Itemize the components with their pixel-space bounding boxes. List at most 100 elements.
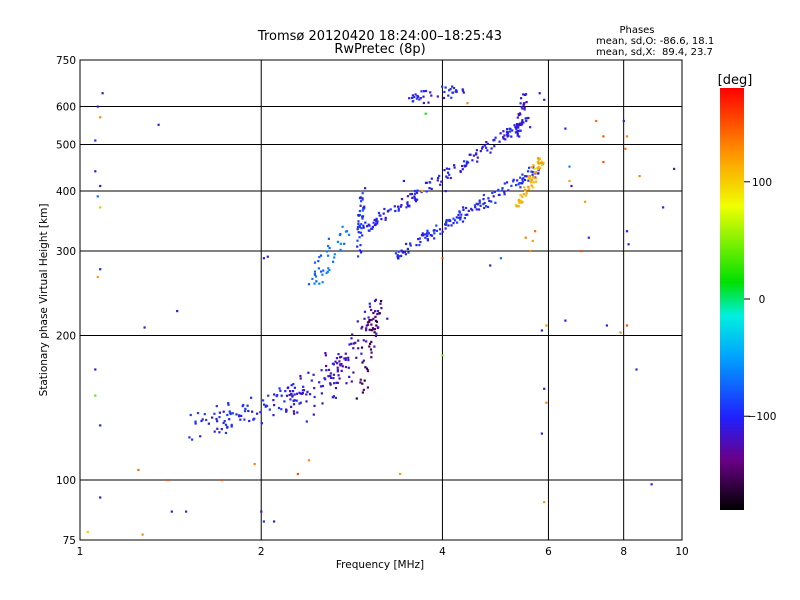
data-point bbox=[368, 345, 371, 348]
data-point bbox=[521, 195, 524, 198]
data-point bbox=[137, 468, 140, 472]
data-point bbox=[476, 160, 479, 163]
data-point bbox=[357, 222, 360, 226]
data-point bbox=[293, 412, 296, 415]
data-point bbox=[99, 424, 102, 427]
data-point bbox=[313, 270, 317, 273]
data-point bbox=[363, 317, 366, 320]
data-point bbox=[375, 324, 378, 327]
data-point bbox=[425, 190, 428, 193]
data-point bbox=[370, 323, 373, 326]
data-point bbox=[320, 369, 323, 372]
data-point bbox=[376, 310, 379, 313]
data-point bbox=[312, 373, 315, 376]
data-point bbox=[515, 205, 518, 208]
data-point bbox=[320, 392, 323, 395]
data-point bbox=[519, 200, 522, 203]
data-point bbox=[409, 244, 412, 247]
data-point bbox=[440, 180, 443, 183]
data-point bbox=[279, 389, 282, 392]
data-point bbox=[430, 177, 433, 180]
data-point bbox=[489, 264, 492, 267]
data-point bbox=[370, 340, 373, 343]
data-point bbox=[382, 212, 385, 215]
data-point bbox=[357, 347, 360, 350]
data-point bbox=[407, 251, 410, 254]
data-point bbox=[400, 204, 403, 207]
data-point bbox=[438, 228, 442, 231]
colorbar-tick-label: −100 bbox=[748, 411, 777, 423]
data-point bbox=[350, 342, 353, 345]
data-point bbox=[460, 213, 463, 216]
data-point bbox=[259, 411, 262, 414]
data-point bbox=[228, 410, 231, 413]
data-point bbox=[504, 138, 507, 141]
data-point bbox=[278, 387, 281, 390]
data-point bbox=[340, 355, 343, 358]
data-point bbox=[368, 328, 371, 331]
data-point bbox=[454, 90, 457, 93]
data-point bbox=[359, 381, 362, 384]
data-point bbox=[338, 233, 341, 237]
data-point bbox=[188, 436, 191, 439]
data-point bbox=[360, 227, 363, 230]
data-point bbox=[366, 323, 370, 326]
data-point bbox=[365, 329, 368, 332]
data-point bbox=[441, 230, 444, 233]
data-point bbox=[515, 128, 518, 131]
data-point bbox=[266, 404, 269, 407]
data-point bbox=[295, 399, 298, 402]
data-point bbox=[535, 177, 538, 180]
data-point bbox=[461, 168, 464, 171]
data-point bbox=[230, 425, 233, 428]
y-tick-label: 100 bbox=[56, 475, 76, 487]
data-point bbox=[445, 219, 448, 222]
data-point bbox=[524, 117, 527, 120]
data-point bbox=[509, 127, 512, 131]
data-point bbox=[361, 197, 364, 200]
data-point bbox=[537, 172, 540, 175]
y-tick-label: 750 bbox=[56, 55, 76, 67]
data-point bbox=[380, 218, 383, 221]
data-point bbox=[494, 136, 497, 139]
data-point bbox=[379, 214, 382, 217]
data-point bbox=[516, 179, 519, 182]
data-point bbox=[406, 204, 410, 207]
data-point bbox=[534, 230, 537, 233]
data-point bbox=[595, 119, 598, 123]
data-point bbox=[262, 399, 265, 402]
data-point bbox=[501, 189, 504, 192]
data-point bbox=[307, 459, 311, 462]
colorbar-label: [deg] bbox=[718, 73, 753, 88]
data-point bbox=[439, 232, 442, 235]
data-point bbox=[373, 328, 376, 331]
data-point bbox=[515, 184, 518, 187]
data-point bbox=[627, 243, 630, 246]
chart-subtitle: RwPretec (8p) bbox=[334, 42, 425, 57]
data-point bbox=[530, 179, 533, 182]
data-point bbox=[157, 123, 160, 126]
data-point bbox=[348, 233, 351, 236]
data-point bbox=[96, 275, 99, 279]
data-point bbox=[539, 167, 542, 170]
data-point bbox=[545, 324, 548, 327]
data-point bbox=[522, 177, 525, 180]
data-point bbox=[465, 160, 469, 163]
data-point bbox=[466, 213, 469, 216]
data-point bbox=[313, 387, 316, 390]
data-point bbox=[266, 255, 269, 258]
data-point bbox=[568, 165, 571, 168]
data-point bbox=[515, 123, 519, 126]
data-point bbox=[540, 160, 543, 163]
data-point bbox=[362, 388, 365, 391]
data-point bbox=[351, 333, 354, 336]
data-point bbox=[277, 406, 281, 410]
data-point bbox=[336, 240, 339, 243]
data-point bbox=[414, 192, 417, 195]
data-point bbox=[543, 387, 546, 390]
data-point bbox=[424, 89, 428, 93]
data-point bbox=[288, 393, 291, 397]
data-point bbox=[472, 154, 475, 157]
data-point bbox=[450, 96, 453, 99]
data-point bbox=[321, 402, 324, 405]
